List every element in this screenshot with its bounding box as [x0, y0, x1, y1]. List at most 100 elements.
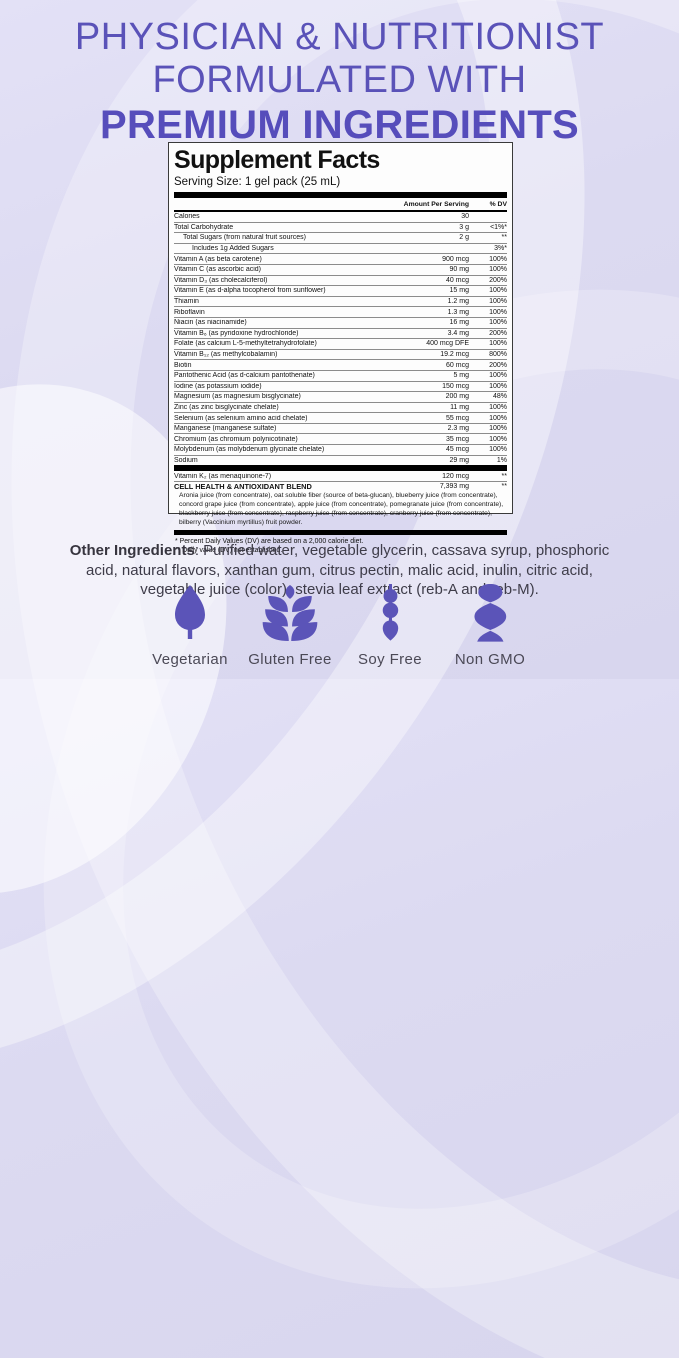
- table-row: Vitamin B₁₂ (as methylcobalamin) 19.2 mcg…: [174, 350, 507, 361]
- footnote-dv: * Percent Daily Values (DV) are based on…: [175, 538, 364, 546]
- column-headers: Amount Per Serving % DV: [174, 198, 507, 210]
- nutrient-name: Biotin: [174, 361, 192, 369]
- other-ingredients: Other Ingredients: Purified water, veget…: [62, 541, 617, 600]
- title-line-3: PREMIUM INGREDIENTS: [99, 103, 580, 147]
- leaf-icon: [175, 585, 205, 639]
- supplement-facts-title: Supplement Facts: [174, 146, 380, 174]
- table-row: Vitamin B₆ (as pyridoxine hydrochloride)…: [174, 329, 507, 340]
- other-ingredients-label: Other Ingredients: [69, 542, 195, 559]
- table-row: Chromium (as chromium polynicotinate) 35 …: [174, 434, 507, 446]
- table-row: Total Carbohydrate 3 g <1%*: [174, 223, 507, 234]
- nutrient-amount: 30: [461, 213, 469, 221]
- nutrient-name: Includes 1g Added Sugars: [192, 245, 274, 253]
- table-row: Total Sugars (from natural fruit sources…: [174, 233, 507, 244]
- nutrient-dv: 800%: [489, 351, 507, 359]
- table-row: Molybdenum (as molybdenum glycinate chel…: [174, 445, 507, 456]
- nutrient-amount: 11 mg: [450, 403, 469, 411]
- divider-thick: [174, 192, 507, 198]
- nutrient-name: Vitamin B₆ (as pyridoxine hydrochloride): [174, 329, 299, 337]
- nutrient-amount: 5 mg: [453, 372, 469, 380]
- nutrient-dv: 100%: [489, 287, 507, 295]
- badge-vegetarian: Vegetarian: [142, 584, 238, 668]
- table-row: Magnesium (as magnesium bisglycinate) 200…: [174, 392, 507, 403]
- table-row: Vitamin C (as ascorbic acid) 90 mg 100%: [174, 265, 507, 276]
- nutrient-amount: 120 mcg: [442, 472, 469, 480]
- nutrient-dv: 100%: [489, 446, 507, 454]
- nutrient-name: Niacin (as niacinamide): [174, 319, 247, 327]
- facts-rows-secondary: Vitamin K₂ (as menaquinone-7) 120 mcg ** CE…: [174, 471, 507, 491]
- table-row: Biotin 60 mcg 200%: [174, 360, 507, 371]
- nutrient-name: CELL HEALTH & ANTIOXIDANT BLEND: [174, 482, 312, 492]
- nutrient-dv: 100%: [489, 298, 507, 306]
- nutrient-dv: 100%: [489, 382, 507, 390]
- nutrient-dv: 200%: [489, 329, 507, 337]
- nutrient-dv: <1%*: [490, 223, 507, 231]
- table-row: CELL HEALTH & ANTIOXIDANT BLEND 7,393 mg *…: [174, 482, 507, 492]
- nutrient-amount: 55 mcg: [446, 414, 469, 422]
- title-line-2: FORMULATED WITH: [152, 59, 527, 101]
- column-amount-per-serving: Amount Per Serving: [403, 201, 469, 208]
- divider-thick: [174, 530, 507, 536]
- nutrient-amount: 150 mcg: [442, 382, 469, 390]
- nutrient-amount: 1.2 mg: [447, 298, 469, 306]
- nutrient-dv: **: [501, 483, 507, 491]
- table-row: Niacin (as niacinamide) 16 mg 100%: [174, 318, 507, 329]
- blend-description: Aronia juice (from concentrate), oat sol…: [179, 492, 504, 526]
- nutrient-name: Total Sugars (from natural fruit sources…: [183, 234, 306, 242]
- nutrient-amount: 3.4 mg: [447, 329, 469, 337]
- nutrient-dv: 1%: [496, 456, 507, 464]
- nutrient-amount: 7,393 mg: [439, 483, 469, 491]
- badge-label: Non GMO: [454, 651, 526, 668]
- table-row: Includes 1g Added Sugars 3%*: [174, 244, 507, 255]
- nutrient-amount: 35 mcg: [446, 435, 469, 443]
- nutrient-dv: 100%: [489, 340, 507, 348]
- badge-label: Soy Free: [357, 651, 423, 668]
- nutrient-amount: 60 mcg: [446, 361, 469, 369]
- nutrient-name: Riboflavin: [174, 308, 205, 316]
- nutrient-amount: 3 g: [459, 223, 469, 231]
- wheat-icon: [262, 585, 318, 641]
- nutrient-name: Molybdenum (as molybdenum glycinate chel…: [174, 446, 325, 454]
- nutrient-amount: 2 g: [459, 234, 469, 242]
- nutrient-name: Zinc (as zinc bisglycinate chelate): [174, 403, 279, 411]
- footnote-not-established: ** Daily value (DV) not established.: [175, 547, 283, 555]
- nutrient-name: Vitamin C (as ascorbic acid): [174, 266, 262, 274]
- column-dv: % DV: [489, 201, 507, 208]
- nutrient-dv: 100%: [489, 308, 507, 316]
- nutrient-amount: 900 mcg: [442, 255, 469, 263]
- divider-header: [174, 210, 507, 212]
- nutrient-amount: 2.3 mg: [447, 425, 469, 433]
- table-row: Calories 30: [174, 212, 507, 223]
- nutrient-name: Vitamin D₃ (as cholecalciferol): [174, 276, 268, 284]
- nutrient-name: Folate (as calcium L-5-methyltetrahydrof…: [174, 340, 317, 348]
- nutrient-amount: 200 mg: [445, 393, 469, 401]
- table-row: Zinc (as zinc bisglycinate chelate) 11 mg…: [174, 403, 507, 414]
- nutrient-name: Total Carbohydrate: [174, 223, 234, 231]
- nutrient-name: Vitamin E (as d-alpha tocopherol from su…: [174, 287, 326, 295]
- other-ingredients-text: : Purified water, vegetable glycerin, ca…: [86, 542, 610, 598]
- nutrient-dv: 100%: [489, 435, 507, 443]
- badge-label: Vegetarian: [152, 651, 228, 668]
- nutrient-name: Chromium (as chromium polynicotinate): [174, 435, 298, 443]
- nutrient-dv: 100%: [489, 403, 507, 411]
- table-row: Vitamin K₂ (as menaquinone-7) 120 mcg **: [174, 471, 507, 482]
- nutrient-amount: 16 mg: [449, 319, 469, 327]
- nutrient-name: Iodine (as potassium iodide): [174, 382, 262, 390]
- table-row: Pantothenic Acid (as d-calcium pantothen…: [174, 371, 507, 382]
- table-row: Vitamin D₃ (as cholecalciferol) 40 mcg 200…: [174, 276, 507, 287]
- nutrient-dv: 100%: [489, 255, 507, 263]
- nutrient-amount: 45 mcg: [446, 446, 469, 454]
- nutrient-name: Selenium (as selenium amino acid chelate…: [174, 414, 308, 422]
- nutrient-dv: 100%: [489, 319, 507, 327]
- nutrient-dv: **: [501, 472, 507, 480]
- table-row: Folate (as calcium L-5-methyltetrahydrof…: [174, 339, 507, 350]
- title-line-1: PHYSICIAN & NUTRITIONIST: [74, 16, 605, 58]
- nutrient-name: Pantothenic Acid (as d-calcium pantothen…: [174, 372, 315, 380]
- nutrient-amount: 1.3 mg: [447, 308, 469, 316]
- table-row: Selenium (as selenium amino acid chelate…: [174, 413, 507, 424]
- nutrient-amount: 15 mg: [449, 287, 469, 295]
- nutrient-dv: 200%: [489, 361, 507, 369]
- soy-pod-icon: [382, 584, 398, 641]
- badge-non-gmo: Non GMO: [442, 584, 538, 668]
- nutrient-name: Vitamin K₂ (as menaquinone-7): [174, 472, 272, 480]
